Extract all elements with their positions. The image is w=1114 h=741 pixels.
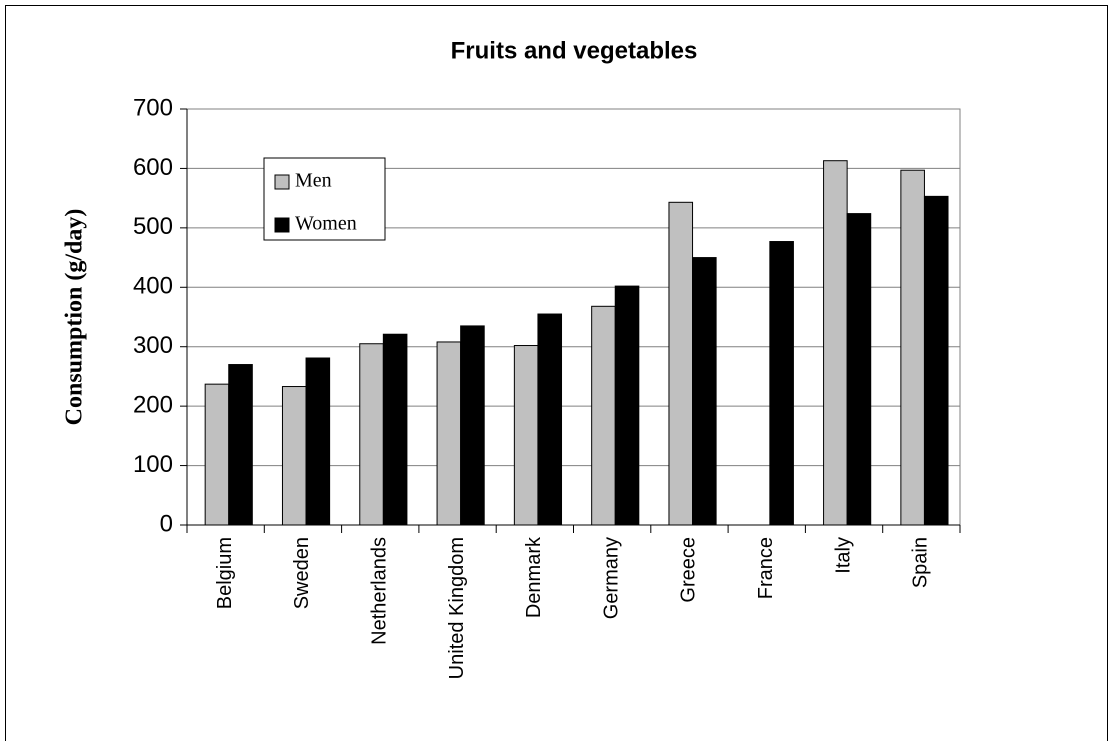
bar [591,305,616,526]
bar [436,341,462,526]
x-tick-label: Greece [678,537,700,603]
legend-label: Women [295,213,357,235]
legend-label: Men [295,170,332,192]
legend-swatch [274,174,290,190]
legend-swatch [274,217,290,233]
x-tick-label: Germany [600,537,622,619]
bar [769,241,794,526]
bar [823,160,848,526]
y-axis-label: Consumption (g/day) [62,209,88,426]
x-tick-label: Belgium [214,537,236,609]
bar [923,195,949,526]
y-tick-label: 400 [133,273,173,300]
x-tick-label: France [755,537,777,599]
bar [513,345,539,526]
y-tick-label: 200 [133,391,173,418]
x-tick-label: Italy [832,537,854,574]
bar [305,357,331,526]
x-tick-label: Netherlands [369,537,391,645]
y-tick-label: 100 [133,451,173,478]
y-tick-label: 500 [133,213,173,240]
bar [900,169,925,526]
chart-title: Fruits and vegetables [451,37,698,64]
bar [382,333,408,526]
bar [537,313,563,526]
bar [281,386,307,526]
y-tick-label: 600 [133,154,173,181]
bar [614,285,640,526]
y-tick-label: 700 [133,94,173,121]
x-tick-label: United Kingdom [446,537,468,679]
y-tick-label: 0 [160,510,173,537]
bar [204,383,230,526]
y-tick-label: 300 [133,332,173,359]
bar [692,257,717,526]
x-tick-label: Denmark [523,536,545,618]
bar [668,201,694,526]
bar [359,343,384,526]
bar [228,364,253,526]
x-tick-label: Sweden [291,537,313,609]
bar [846,213,872,526]
bar [460,325,485,526]
x-tick-label: Spain [910,537,932,588]
